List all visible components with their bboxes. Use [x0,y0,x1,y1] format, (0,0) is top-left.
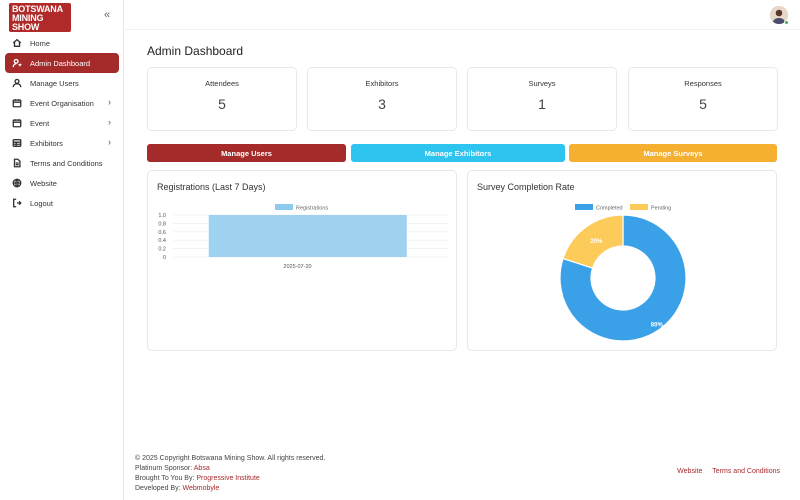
slice-label-completed: 80% [651,323,664,329]
logo-line-2: MINING [12,13,44,23]
sidebar-item-exhibitors[interactable]: Exhibitors › [5,133,119,153]
sponsor-link[interactable]: Absa [193,465,210,472]
sidebar-nav: Home Admin Dashboard Manage Users Event … [5,33,119,213]
calendar-icon [11,117,23,129]
logo-line-1: BOTSWANA [12,4,63,14]
stat-value: 5 [699,96,707,112]
manage-exhibitors-button[interactable]: Manage Exhibitors [351,144,565,162]
sidebar-item-label: Home [30,38,51,48]
y-tick-label: 0.8 [158,221,166,227]
sponsor-line: Platinum Sponsor: Absa [135,464,325,474]
footer-info: © 2025 Copyright Botswana Mining Show. A… [135,454,325,494]
sidebar-item-label: Logout [30,198,53,208]
sidebar-item-manage-users[interactable]: Manage Users [5,73,119,93]
chart-title: Survey Completion Rate [477,182,575,192]
brought-link[interactable]: Progressive Institute [196,475,260,482]
sidebar-item-label: Event [30,118,50,128]
chevron-right-icon: › [108,97,111,107]
stat-value: 3 [378,96,386,112]
bar-2025-07-20 [208,215,407,257]
developer-line: Developed By: Webmobyle [135,484,325,494]
sidebar-item-label: Terms and Conditions [30,158,103,168]
brought-line: Brought To You By: Progressive Institute [135,474,325,484]
slice-pending [562,214,624,269]
sidebar-item-label: Manage Users [30,78,79,88]
stat-card-exhibitors: Exhibitors 3 [307,67,457,131]
legend-swatch-registrations [275,204,293,210]
sidebar: BOTSWANA MINING SHOW « Home Admin Dashbo… [0,0,124,500]
stat-card-responses: Responses 5 [628,67,778,131]
stat-card-surveys: Surveys 1 [467,67,617,131]
stat-card-attendees: Attendees 5 [147,67,297,131]
page-title: Admin Dashboard [147,44,244,58]
chevron-right-icon: › [108,137,111,147]
avatar[interactable] [770,6,788,24]
y-tick-label: 0 [163,255,166,261]
stat-label: Attendees [205,79,239,88]
stat-label: Exhibitors [365,79,399,88]
stat-value: 5 [218,96,226,112]
sidebar-item-admin-dashboard[interactable]: Admin Dashboard [5,53,119,73]
calendar-icon [11,97,23,109]
sidebar-item-terms[interactable]: Terms and Conditions [5,153,119,173]
sponsor-label: Platinum Sponsor: [135,465,194,472]
legend-swatch-pending [630,204,648,210]
chart-title: Registrations (Last 7 Days) [157,182,266,192]
sidebar-item-label: Exhibitors [30,138,63,148]
user-avatar-icon [770,6,788,24]
developer-label: Developed By: [135,485,183,492]
grid-icon [11,137,23,149]
copyright-text: © 2025 Copyright Botswana Mining Show. A… [135,455,326,462]
brand-logo[interactable]: BOTSWANA MINING SHOW [9,3,71,32]
user-icon [11,77,23,89]
chevron-right-icon: › [108,117,111,127]
footer-website-link[interactable]: Website [677,468,703,475]
logo-line-3: SHOW [12,22,40,32]
registrations-chart-panel: Registrations (Last 7 Days) Registration… [147,170,457,351]
topbar [125,0,800,30]
brought-label: Brought To You By: [135,475,197,482]
y-tick-label: 0.4 [158,238,166,244]
sidebar-item-label: Admin Dashboard [30,58,91,68]
sidebar-item-logout[interactable]: Logout [5,193,119,213]
y-tick-label: 0.6 [158,230,166,236]
footer-terms-link[interactable]: Terms and Conditions [712,468,780,475]
admin-icon [11,57,23,69]
sidebar-item-event-organisation[interactable]: Event Organisation › [5,93,119,113]
legend-label-pending: Pending [651,206,671,212]
online-status-icon [784,20,789,25]
x-tick-label: 2025-07-20 [283,264,311,270]
home-icon [11,37,23,49]
manage-surveys-button[interactable]: Manage Surveys [569,144,777,162]
survey-completion-doughnut-chart: Completed Pending 80% 20% [559,204,687,342]
sidebar-item-home[interactable]: Home [5,33,119,53]
y-tick-label: 1.0 [158,213,166,219]
sidebar-item-label: Website [30,178,57,188]
registrations-bar-chart: Registrations 1.0 0.8 0.6 0.4 0.2 0 2025-07-20 [158,204,448,270]
manage-users-button[interactable]: Manage Users [147,144,346,162]
sidebar-item-website[interactable]: Website [5,173,119,193]
sidebar-item-label: Event Organisation [30,98,94,108]
legend-label-completed: Completed [596,206,623,212]
developer-link[interactable]: Webmobyle [182,485,220,492]
sidebar-item-event[interactable]: Event › [5,113,119,133]
document-icon [11,157,23,169]
y-tick-label: 0.2 [158,247,166,253]
slice-completed [559,214,687,342]
legend-label-registrations: Registrations [296,206,328,212]
collapse-sidebar-icon[interactable]: « [104,9,111,21]
footer-links: Website Terms and Conditions [669,468,780,475]
stat-label: Surveys [528,79,556,88]
legend-swatch-completed [575,204,593,210]
globe-icon [11,177,23,189]
stat-label: Responses [684,79,722,88]
logout-icon [11,197,23,209]
slice-label-pending: 20% [590,239,603,245]
survey-completion-chart-panel: Survey Completion Rate Completed Pending 8… [467,170,777,351]
stat-value: 1 [538,96,546,112]
